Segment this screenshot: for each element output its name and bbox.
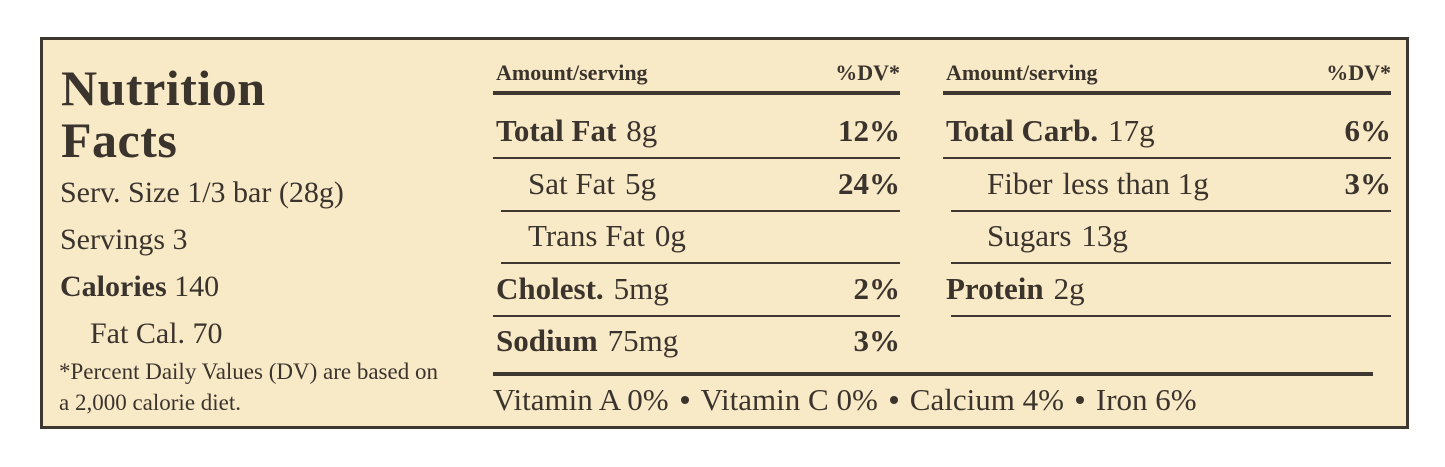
row-rule: [951, 262, 1391, 264]
rule: [493, 372, 1373, 376]
header-amount: Amount/serving: [496, 60, 648, 85]
row-rule: [501, 262, 900, 264]
title: Nutrition Facts: [61, 60, 266, 168]
nutrient-dv: 24%: [838, 165, 900, 201]
nutrient-amount: 13g: [1081, 218, 1128, 253]
footnote: *Percent Daily Values (DV) are based on …: [59, 359, 438, 415]
serving-size: Serv. Size 1/3 bar (28g): [60, 176, 344, 209]
nutrient-amount: 0g: [654, 218, 686, 253]
nutrient-name: Cholest.: [496, 270, 604, 306]
nutrient-row: Fiber less than 1g 3%: [987, 158, 1391, 210]
nutrient-dv: 12%: [838, 113, 900, 148]
calories-label: Calories: [60, 270, 167, 303]
nutrient-name: Sugars: [987, 218, 1072, 253]
rule: [943, 91, 1391, 95]
vitamin: Iron 6%: [1095, 382, 1197, 417]
nutrient-amount: 5g: [624, 165, 656, 201]
header-dv: %DV*: [835, 60, 900, 85]
nutrient-row: Cholest. 5mg 2%: [496, 263, 900, 315]
nutrition-label: Nutrition Facts Serv. Size 1/3 bar (28g)…: [40, 37, 1409, 429]
vitamin: Calcium 4%: [909, 382, 1064, 417]
nutrient-row: Sat Fat 5g 24%: [528, 158, 900, 210]
calories: Calories 140: [60, 269, 219, 305]
nutrient-amount: 17g: [1108, 113, 1155, 148]
nutrient-dv: 3%: [853, 323, 901, 358]
nutrient-dv: 3%: [1344, 165, 1392, 201]
row-rule: [943, 157, 1391, 159]
nutrient-amount: 75mg: [607, 323, 679, 358]
rule: [493, 91, 900, 95]
nutrient-amount: 5mg: [613, 270, 669, 306]
row-rule: [493, 314, 900, 317]
fat-calories: Fat Cal. 70: [90, 317, 223, 350]
row-rule: [501, 209, 900, 212]
nutrient-amount: 8g: [626, 113, 658, 148]
separator-dot: [889, 396, 898, 404]
nutrient-dv: 6%: [1344, 113, 1392, 148]
nutrient-row: Total Fat 8g 12%: [496, 105, 900, 157]
nutrient-amount: 2g: [1053, 270, 1085, 306]
header-dv: %DV*: [1326, 60, 1391, 85]
calories-value: 140: [174, 270, 220, 303]
nutrient-name: Fiber: [987, 165, 1053, 201]
vitamin: Vitamin C 0%: [700, 382, 878, 417]
row-rule: [951, 314, 1391, 317]
nutrient-dv: 2%: [853, 270, 901, 306]
servings: Servings 3: [60, 223, 188, 256]
nutrient-row: Protein 2g: [946, 263, 1391, 315]
vitamins: Vitamin A 0% Vitamin C 0% Calcium 4% Iron 6…: [493, 380, 1197, 420]
nutrient-name: Total Carb.: [946, 113, 1099, 148]
nutrient-name: Sat Fat: [528, 165, 615, 201]
separator-dot: [1075, 396, 1084, 404]
nutrient-row: Total Carb. 17g 6%: [946, 105, 1391, 157]
separator-dot: [680, 396, 689, 404]
header-amount: Amount/serving: [946, 60, 1098, 85]
nutrient-row: Sodium 75mg 3%: [496, 315, 900, 367]
nutrient-row: Sugars 13g: [987, 210, 1391, 262]
nutrient-name: Sodium: [496, 323, 598, 358]
nutrient-name: Trans Fat: [528, 218, 645, 253]
row-rule: [951, 209, 1391, 212]
nutrient-name: Protein: [946, 270, 1044, 306]
nutrient-name: Total Fat: [496, 113, 617, 148]
nutrient-row: Trans Fat 0g: [528, 210, 900, 262]
vitamin: Vitamin A 0%: [493, 382, 669, 417]
nutrient-amount: less than 1g: [1062, 165, 1209, 201]
row-rule: [493, 157, 900, 159]
